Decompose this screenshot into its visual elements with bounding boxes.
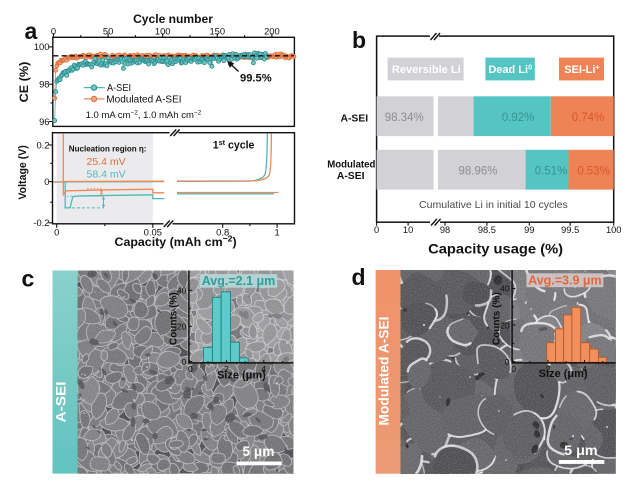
svg-text:Nucleation region η:: Nucleation region η: — [69, 143, 147, 153]
svg-text:58.4 mV: 58.4 mV — [87, 169, 126, 181]
svg-text:0.51%: 0.51% — [535, 166, 568, 178]
svg-text:200: 200 — [264, 25, 280, 36]
svg-text:0: 0 — [54, 226, 59, 237]
svg-text:A-SEI: A-SEI — [107, 83, 131, 94]
svg-text:4: 4 — [582, 364, 587, 374]
svg-text:Counts (%): Counts (%) — [169, 292, 180, 345]
svg-text:20: 20 — [500, 320, 510, 330]
svg-text:Modulated A-SEI: Modulated A-SEI — [377, 317, 392, 426]
svg-text:Avg.=2.1 μm: Avg.=2.1 μm — [202, 274, 276, 288]
svg-text:Size (μm): Size (μm) — [217, 369, 266, 381]
svg-text:0.74%: 0.74% — [572, 112, 605, 124]
svg-text:SEI-Li+: SEI-Li+ — [564, 62, 600, 76]
svg-text:5 μm: 5 μm — [564, 443, 597, 458]
svg-text:Counts (%): Counts (%) — [492, 292, 503, 345]
svg-text:150: 150 — [209, 25, 225, 36]
svg-text:Cycle number: Cycle number — [133, 12, 213, 26]
svg-text:2: 2 — [224, 364, 229, 374]
svg-text:98.5: 98.5 — [478, 225, 496, 235]
svg-text:99: 99 — [524, 225, 534, 235]
svg-text:0: 0 — [374, 225, 379, 235]
svg-text:1: 1 — [274, 226, 279, 237]
svg-text:0: 0 — [51, 25, 56, 36]
svg-text:98: 98 — [440, 225, 450, 235]
svg-text:0: 0 — [44, 176, 49, 187]
svg-text:0.53%: 0.53% — [577, 166, 610, 178]
svg-text:99.5%: 99.5% — [240, 72, 272, 84]
svg-text:100: 100 — [34, 41, 50, 52]
svg-text:96: 96 — [39, 116, 49, 127]
svg-text:c: c — [22, 265, 35, 291]
svg-text:A-SEI: A-SEI — [337, 170, 365, 182]
svg-text:a: a — [25, 18, 38, 44]
svg-text:10: 10 — [403, 225, 413, 235]
svg-text:Modulated: Modulated — [327, 159, 375, 171]
svg-text:A-SEI: A-SEI — [53, 382, 69, 423]
svg-text:20: 20 — [177, 322, 187, 332]
svg-text:0: 0 — [511, 364, 516, 374]
svg-text:Voltage (V): Voltage (V) — [17, 145, 29, 200]
svg-text:0.05: 0.05 — [144, 226, 162, 237]
svg-text:1st cycle: 1st cycle — [213, 138, 255, 152]
svg-text:40: 40 — [500, 284, 510, 294]
svg-text:40: 40 — [177, 285, 187, 295]
svg-text:Capacity (mAh cm−2): Capacity (mAh cm−2) — [115, 233, 237, 249]
svg-text:98.96%: 98.96% — [458, 166, 497, 178]
svg-text:1.0 mA cm−2, 1.0 mAh cm−2: 1.0 mA cm−2, 1.0 mAh cm−2 — [86, 110, 202, 122]
svg-text:-0.2: -0.2 — [33, 217, 49, 228]
svg-text:25.4 mV: 25.4 mV — [87, 156, 126, 168]
svg-text:0: 0 — [505, 357, 510, 367]
svg-text:99.5: 99.5 — [561, 225, 579, 235]
svg-text:98.34%: 98.34% — [385, 112, 424, 124]
svg-text:Capacity usage (%): Capacity usage (%) — [428, 242, 563, 257]
svg-text:100: 100 — [606, 225, 622, 235]
svg-text:4: 4 — [261, 364, 266, 374]
svg-text:CE (%): CE (%) — [17, 62, 31, 103]
svg-text:Reversible Li: Reversible Li — [392, 64, 461, 76]
svg-text:Size (μm): Size (μm) — [539, 368, 588, 380]
svg-text:Cumulative Li in initial 10 cy: Cumulative Li in initial 10 cycles — [419, 200, 568, 211]
svg-text:0: 0 — [182, 357, 187, 367]
svg-text:Modulated A-SEI: Modulated A-SEI — [106, 94, 181, 105]
svg-text:0.2: 0.2 — [36, 139, 49, 150]
svg-text:2: 2 — [546, 364, 551, 374]
svg-text:0.8: 0.8 — [216, 226, 229, 237]
svg-text:0.92%: 0.92% — [502, 112, 535, 124]
svg-text:d: d — [352, 264, 366, 290]
svg-text:Avg.=3.9 μm: Avg.=3.9 μm — [528, 274, 602, 288]
svg-text:5 μm: 5 μm — [243, 444, 275, 459]
svg-text:0: 0 — [188, 364, 193, 374]
svg-text:A-SEI: A-SEI — [341, 113, 369, 125]
svg-text:b: b — [352, 27, 366, 53]
svg-text:50: 50 — [103, 25, 113, 36]
svg-text:Dead Li0: Dead Li0 — [488, 62, 532, 76]
svg-text:98: 98 — [39, 79, 49, 90]
svg-text:100: 100 — [155, 25, 171, 36]
